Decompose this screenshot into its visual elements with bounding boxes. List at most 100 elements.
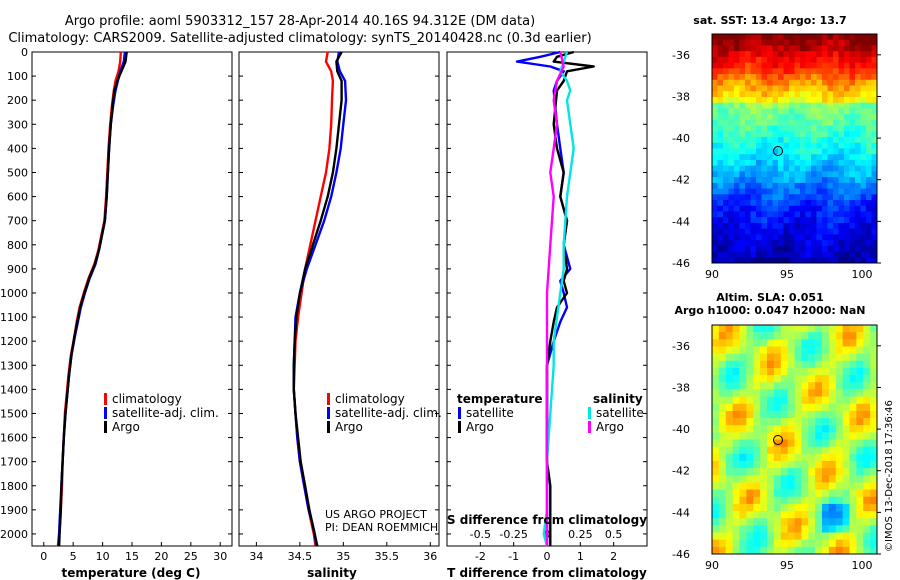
sst-cell: [827, 234, 834, 241]
sst-cell: [728, 200, 735, 207]
sla-cell: [842, 532, 850, 541]
x-tick-label: -1: [508, 550, 519, 563]
sla-cell: [794, 339, 802, 347]
sla-cell: [760, 546, 768, 555]
sst-cell: [778, 34, 784, 41]
sst-cell: [816, 102, 823, 109]
sla-cell: [835, 353, 844, 362]
sst-cell: [800, 245, 806, 252]
sst-cell: [750, 96, 757, 104]
sla-cell: [856, 382, 864, 390]
sst-cell: [866, 108, 872, 115]
sst-cell: [778, 182, 784, 189]
sst-cell: [833, 125, 839, 132]
sst-cell: [794, 45, 801, 52]
sst-cell: [805, 39, 812, 46]
sst-cell: [745, 148, 751, 155]
sst-cell: [827, 114, 834, 121]
sst-cell: [750, 137, 757, 144]
sst-cell: [871, 171, 878, 178]
sst-cell: [712, 142, 718, 149]
sst-cell: [772, 211, 779, 218]
sst-cell: [849, 222, 856, 230]
sst-cell: [772, 205, 779, 212]
sla-cell: [863, 332, 871, 340]
sst-cell: [772, 188, 779, 195]
sst-cell: [734, 200, 740, 207]
sst-cell: [860, 56, 867, 64]
sla-cell: [842, 360, 850, 369]
credit-project: US ARGO PROJECT: [325, 508, 427, 521]
sla-cell: [863, 396, 871, 405]
sla-cell: [718, 503, 727, 512]
sst-cell: [734, 194, 740, 201]
sst-cell: [789, 211, 795, 218]
sla-cell: [856, 482, 864, 490]
sst-cell: [767, 56, 773, 64]
sst-cell: [767, 125, 773, 132]
sla-cell: [815, 525, 823, 533]
sst-cell: [761, 182, 768, 189]
sla-cell: [746, 482, 754, 490]
sla-cell: [712, 332, 720, 340]
sst-cell: [772, 245, 779, 252]
temperature-xlabel: temperature (deg C): [62, 566, 201, 580]
sst-cell: [794, 68, 801, 75]
sst-cell: [745, 45, 751, 52]
sst-cell: [800, 74, 806, 81]
sst-cell: [827, 68, 834, 75]
sst-cell: [849, 51, 856, 58]
sla-cell: [780, 496, 789, 505]
credit-pi: PI: DEAN ROEMMICH: [325, 521, 438, 534]
sla-cell: [718, 425, 727, 433]
sla-cell: [870, 375, 878, 383]
sst-cell: [734, 171, 740, 178]
depth-tick-label: 0: [21, 46, 28, 59]
sst-cell: [816, 257, 823, 264]
sla-cell: [808, 518, 816, 526]
sla-cell: [718, 410, 727, 419]
sla-cell: [794, 439, 802, 448]
sst-cell: [805, 194, 812, 201]
sla-cell: [870, 325, 878, 333]
sst-cell: [822, 159, 828, 167]
sst-cell: [756, 194, 762, 201]
sla-cell: [732, 432, 740, 440]
sla-cell: [773, 446, 782, 455]
sla-cell: [712, 496, 720, 505]
sst-cell: [734, 85, 740, 92]
sla-cell: [760, 382, 768, 390]
sst-cell: [811, 137, 817, 144]
sst-cell: [800, 205, 806, 212]
sst-cell: [855, 142, 861, 149]
sla-cell: [760, 418, 768, 426]
sst-cell: [860, 257, 867, 264]
sst-cell: [827, 34, 834, 41]
sst-cell: [756, 240, 762, 247]
sla-cell: [822, 496, 830, 505]
sla-cell: [870, 346, 878, 355]
sla-cell: [794, 353, 802, 362]
sst-cell: [734, 137, 740, 144]
sst-cell: [756, 228, 762, 235]
sst-cell: [827, 102, 834, 109]
sla-cell: [856, 396, 864, 405]
sla-cell: [773, 382, 782, 390]
sla-cell: [767, 511, 775, 519]
sst-cell: [838, 34, 845, 41]
sla-cell: [725, 503, 734, 512]
sst-cell: [783, 257, 790, 264]
sst-cell: [783, 211, 790, 218]
sst-cell: [855, 182, 861, 189]
sla-cell: [712, 453, 720, 462]
sla-cell: [870, 339, 878, 347]
sst-cell: [739, 79, 746, 86]
legend-satellite-swatch: [104, 407, 107, 419]
sst-cell: [866, 45, 872, 52]
sst-cell: [756, 159, 762, 167]
s-difference-label: S difference from climatology: [447, 513, 647, 527]
sst-cell: [838, 68, 845, 75]
sla-cell: [870, 482, 878, 490]
sst-cell: [822, 171, 828, 178]
sst-cell: [745, 171, 751, 178]
